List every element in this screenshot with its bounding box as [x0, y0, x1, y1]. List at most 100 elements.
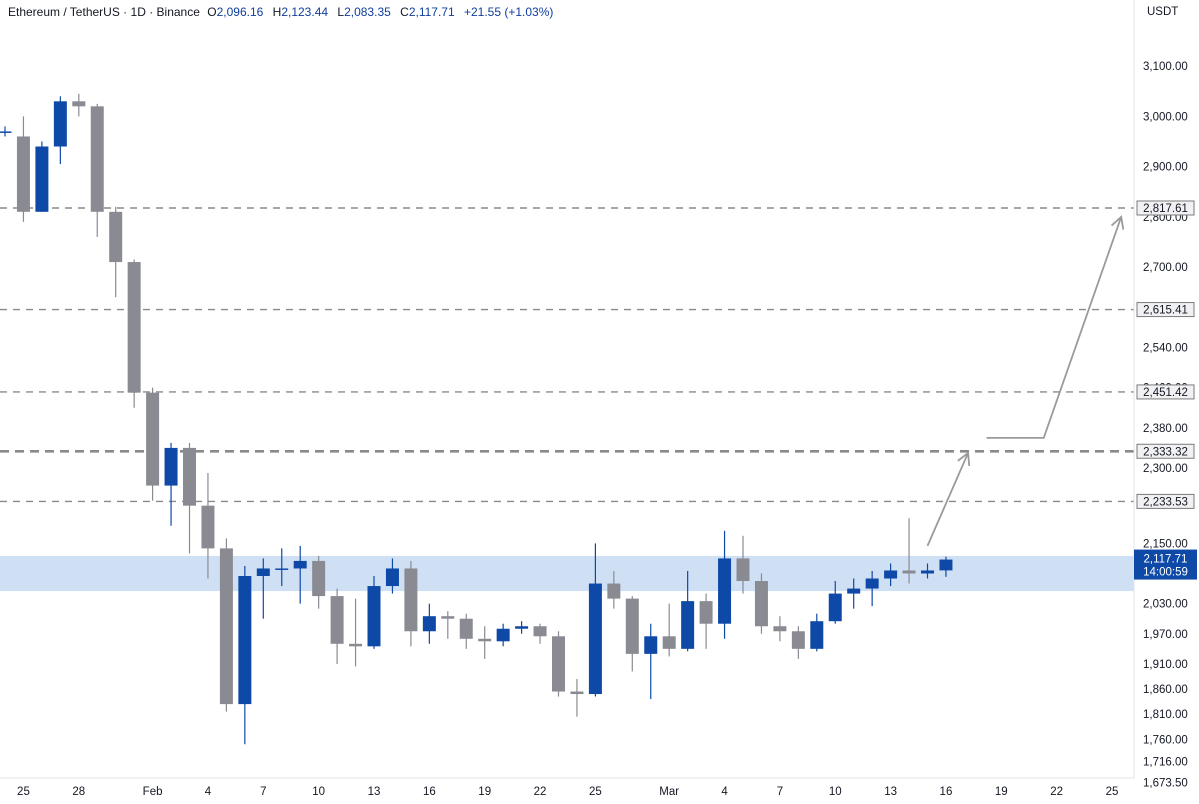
- candle-body: [810, 621, 824, 649]
- candle-body: [330, 596, 344, 644]
- candle: [90, 103, 104, 237]
- price-axis-unit[interactable]: USDT: [1147, 6, 1179, 18]
- time-tick-label: Feb: [143, 786, 163, 798]
- price-tick-label: 2,300.00: [1143, 463, 1188, 475]
- legend-high-value: 2,123.44: [281, 5, 329, 19]
- candle-body: [718, 558, 732, 624]
- candle: [607, 570, 621, 609]
- candle: [681, 570, 695, 652]
- candle-body: [275, 568, 289, 570]
- current-price-badge: [1134, 549, 1197, 580]
- price-tick-label: 1,760.00: [1143, 734, 1188, 746]
- time-tick-label: 4: [721, 786, 728, 798]
- legend-low-label: L: [337, 5, 345, 19]
- price-tick-label: 1,860.00: [1143, 684, 1188, 696]
- candle-body: [754, 581, 768, 627]
- candle: [791, 626, 805, 659]
- candle-body: [736, 558, 750, 582]
- price-tick-label: 2,380.00: [1143, 423, 1188, 435]
- candle: [349, 598, 363, 667]
- candle: [385, 558, 399, 594]
- candle-body: [902, 570, 916, 574]
- candle: [810, 613, 824, 652]
- candle: [127, 259, 141, 408]
- resistance-levels-layer: [0, 207, 1134, 503]
- candle: [367, 576, 381, 649]
- time-tick-label: 19: [995, 786, 1008, 798]
- legend-interval[interactable]: 1D: [130, 5, 146, 19]
- candle-body: [828, 593, 842, 622]
- level-price-badge: [1136, 493, 1195, 509]
- candle: [72, 93, 86, 117]
- candle: [865, 570, 879, 607]
- candle: [625, 596, 639, 672]
- candle: [515, 621, 529, 634]
- candle: [828, 581, 842, 624]
- candle-body: [699, 601, 713, 624]
- level-price-badge: [1136, 200, 1195, 216]
- price-tick-label: 3,000.00: [1143, 111, 1188, 123]
- candle-body: [865, 578, 879, 589]
- candle-body: [0, 131, 12, 133]
- candle-body: [219, 548, 233, 705]
- time-tick-label: 13: [368, 786, 381, 798]
- candle-body: [256, 568, 270, 576]
- candle-body: [312, 560, 326, 597]
- candle: [754, 573, 768, 634]
- candle-body: [681, 601, 695, 649]
- candle-body: [349, 643, 363, 647]
- candle: [570, 678, 584, 717]
- time-tick-label: 22: [1050, 786, 1063, 798]
- support-zone: [0, 555, 1134, 592]
- candle: [164, 442, 178, 526]
- projection-arrows-layer: [926, 215, 1125, 547]
- candle-body: [588, 583, 602, 695]
- candle-body: [515, 626, 529, 629]
- candle-body: [607, 583, 621, 599]
- candle-body: [422, 616, 436, 632]
- candle: [293, 545, 307, 604]
- legend-symbol[interactable]: Ethereum / TetherUS: [8, 5, 120, 19]
- legend-high-label: H: [272, 5, 282, 19]
- candles-layer: [0, 93, 953, 745]
- time-tick-label: 10: [312, 786, 325, 798]
- candle-body: [625, 598, 639, 654]
- time-tick-label: 16: [423, 786, 436, 798]
- legend-close-label: C: [400, 5, 409, 19]
- candle-body: [662, 636, 676, 649]
- bar-countdown-label: 14:00:59: [1143, 567, 1188, 579]
- candle: [0, 126, 12, 137]
- legend-open-value: 2,096.16: [216, 5, 264, 19]
- price-tick-label: 2,700.00: [1143, 262, 1188, 274]
- candle: [552, 631, 565, 697]
- level-price-label: 2,615.41: [1143, 305, 1188, 317]
- candle-body: [53, 101, 67, 147]
- price-tick-label: 2,030.00: [1143, 599, 1188, 611]
- time-tick-label: 13: [884, 786, 897, 798]
- candle: [478, 626, 492, 659]
- candle: [588, 543, 602, 697]
- legend-close-value: 2,117.71: [408, 5, 455, 19]
- time-tick-label: 22: [534, 786, 547, 798]
- candle-body: [773, 626, 787, 632]
- level-price-label: 2,451.42: [1143, 387, 1188, 399]
- candle-body: [644, 636, 658, 654]
- level-price-label: 2,333.32: [1143, 446, 1188, 458]
- candle: [109, 206, 123, 298]
- candle: [459, 613, 473, 649]
- candle: [219, 538, 233, 712]
- support-zone-layer: [0, 555, 1134, 592]
- candle-body: [90, 106, 104, 212]
- candle-body: [293, 560, 307, 569]
- legend-exchange: Binance: [156, 5, 200, 19]
- time-tick-label: 25: [1106, 786, 1119, 798]
- candle-body: [496, 628, 510, 642]
- candle-body: [367, 586, 381, 647]
- candle-body: [441, 616, 455, 619]
- candle-body: [921, 570, 934, 574]
- legend-change: +21.55 (+1.03%): [463, 5, 554, 19]
- time-tick-label: 25: [589, 786, 602, 798]
- projection-arrow-head: [1110, 215, 1125, 230]
